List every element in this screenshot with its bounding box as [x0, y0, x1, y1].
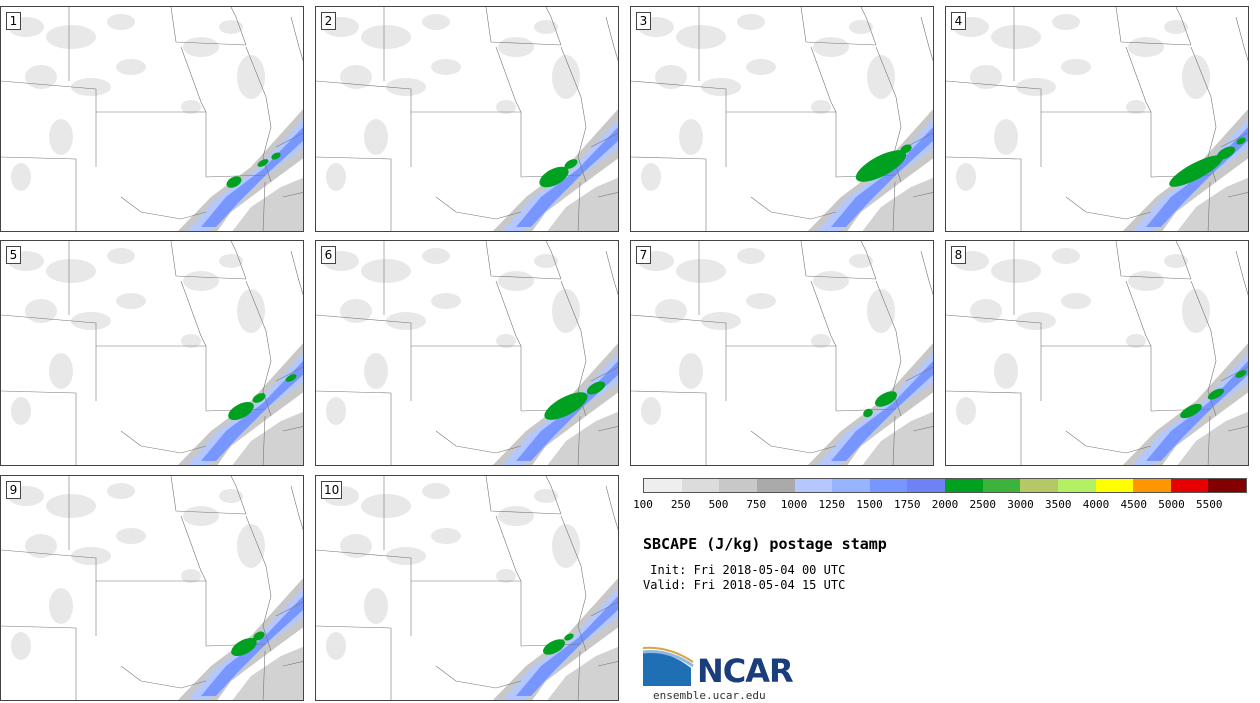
colorbar-tick-label: 5000: [1158, 498, 1185, 511]
colorbar-tick-label: 1000: [780, 498, 808, 511]
panel-number: 2: [321, 12, 336, 30]
map-panel: 7: [630, 240, 934, 466]
colorbar-segment: [794, 479, 833, 492]
colorbar: [643, 478, 1247, 493]
cape-cell: [539, 166, 569, 188]
map-panel: 6: [315, 240, 619, 466]
cape-cell: [863, 408, 873, 418]
panel-number: 7: [636, 246, 651, 264]
cape-map: [946, 7, 1248, 231]
colorbar-tick-label: 250: [670, 498, 691, 511]
colorbar-segment: [982, 479, 1021, 492]
cape-cell: [900, 144, 912, 154]
colorbar-segment: [1208, 479, 1246, 492]
colorbar-segment: [945, 479, 983, 492]
colorbar-segment: [1020, 479, 1058, 492]
page-title: SBCAPE (J/kg) postage stamp: [643, 535, 887, 553]
cape-cell: [855, 150, 907, 182]
colorbar-segment: [1095, 479, 1134, 492]
colorbar-segment: [1133, 479, 1171, 492]
colorbar-tick-label: 500: [708, 498, 729, 511]
colorbar-ticks: 100 250 500 750 1000 1250 1500 1750 2000 2500 3000…: [633, 498, 1247, 512]
colorbar-tick-label: 5500: [1196, 498, 1223, 511]
colorbar-tick-label: 1250: [818, 498, 846, 511]
panel-number: 8: [951, 246, 966, 264]
cape-cell: [1216, 146, 1236, 160]
cape-map: [946, 241, 1248, 465]
init-time: Init: Fri 2018-05-04 00 UTC: [643, 563, 846, 577]
colorbar-tick-label: 100: [633, 498, 653, 511]
cape-cell: [226, 176, 242, 188]
cape-cell: [1235, 370, 1247, 378]
cape-cell: [1169, 155, 1223, 187]
panel-number: 6: [321, 246, 336, 264]
cape-cell: [252, 393, 266, 403]
cape-map: [316, 476, 618, 700]
colorbar-tick-label: 2500: [969, 498, 997, 511]
map-panel: 2: [315, 6, 619, 232]
cape-map: [1, 241, 303, 465]
colorbar-tick-label: 1500: [856, 498, 883, 511]
colorbar-segment: [644, 479, 682, 492]
colorbar-segment: [756, 479, 795, 492]
cape-cell: [1236, 137, 1246, 145]
cape-map: [316, 241, 618, 465]
cape-map: [1, 7, 303, 231]
map-panel: 3: [630, 6, 934, 232]
colorbar-segment: [869, 479, 908, 492]
cape-cell: [544, 392, 588, 420]
cape-map: [1, 476, 303, 700]
colorbar-tick-label: 1750: [894, 498, 921, 511]
cape-map: [631, 7, 933, 231]
colorbar-tick-label: 4000: [1082, 498, 1110, 511]
cape-cell: [271, 152, 281, 160]
map-panel: 4: [945, 6, 1249, 232]
panel-number: 5: [6, 246, 21, 264]
panel-number: 10: [321, 481, 343, 499]
cape-cell: [253, 631, 265, 641]
colorbar-segment: [907, 479, 945, 492]
map-panel: 10: [315, 475, 619, 701]
valid-time: Valid: Fri 2018-05-04 15 UTC: [643, 578, 846, 592]
panel-number: 9: [6, 481, 21, 499]
panel-number: 3: [636, 12, 651, 30]
logo-url: ensemble.ucar.edu: [653, 689, 766, 702]
ncar-logo-icon: [643, 646, 694, 686]
colorbar-segment: [719, 479, 757, 492]
colorbar-tick-label: 750: [746, 498, 767, 511]
logo-name: NCAR: [697, 652, 794, 690]
colorbar-tick-label: 4500: [1120, 498, 1148, 511]
cape-cell: [1180, 403, 1202, 419]
cape-cell: [564, 159, 578, 169]
colorbar-segment: [832, 479, 870, 492]
colorbar-segment: [1170, 479, 1209, 492]
colorbar-segment: [681, 479, 720, 492]
cape-cell: [257, 159, 269, 167]
cape-map: [316, 7, 618, 231]
map-panel: 8: [945, 240, 1249, 466]
cape-cell: [1207, 388, 1225, 400]
colorbar-tick-label: 2000: [931, 498, 959, 511]
map-panel: 9: [0, 475, 304, 701]
map-panel: 5: [0, 240, 304, 466]
cape-cell: [586, 381, 606, 395]
cape-cell: [564, 633, 574, 641]
panel-number: 1: [6, 12, 21, 30]
cape-cell: [231, 637, 257, 657]
colorbar-tick-label: 3000: [1007, 498, 1034, 511]
cape-map: [631, 241, 933, 465]
panel-number: 4: [951, 12, 966, 30]
cape-cell: [543, 639, 565, 655]
cape-cell: [285, 374, 297, 382]
colorbar-tick-label: 3500: [1045, 498, 1072, 511]
colorbar-segment: [1057, 479, 1096, 492]
map-panel: 1: [0, 6, 304, 232]
cape-cell: [228, 401, 254, 421]
cape-cell: [875, 391, 897, 407]
